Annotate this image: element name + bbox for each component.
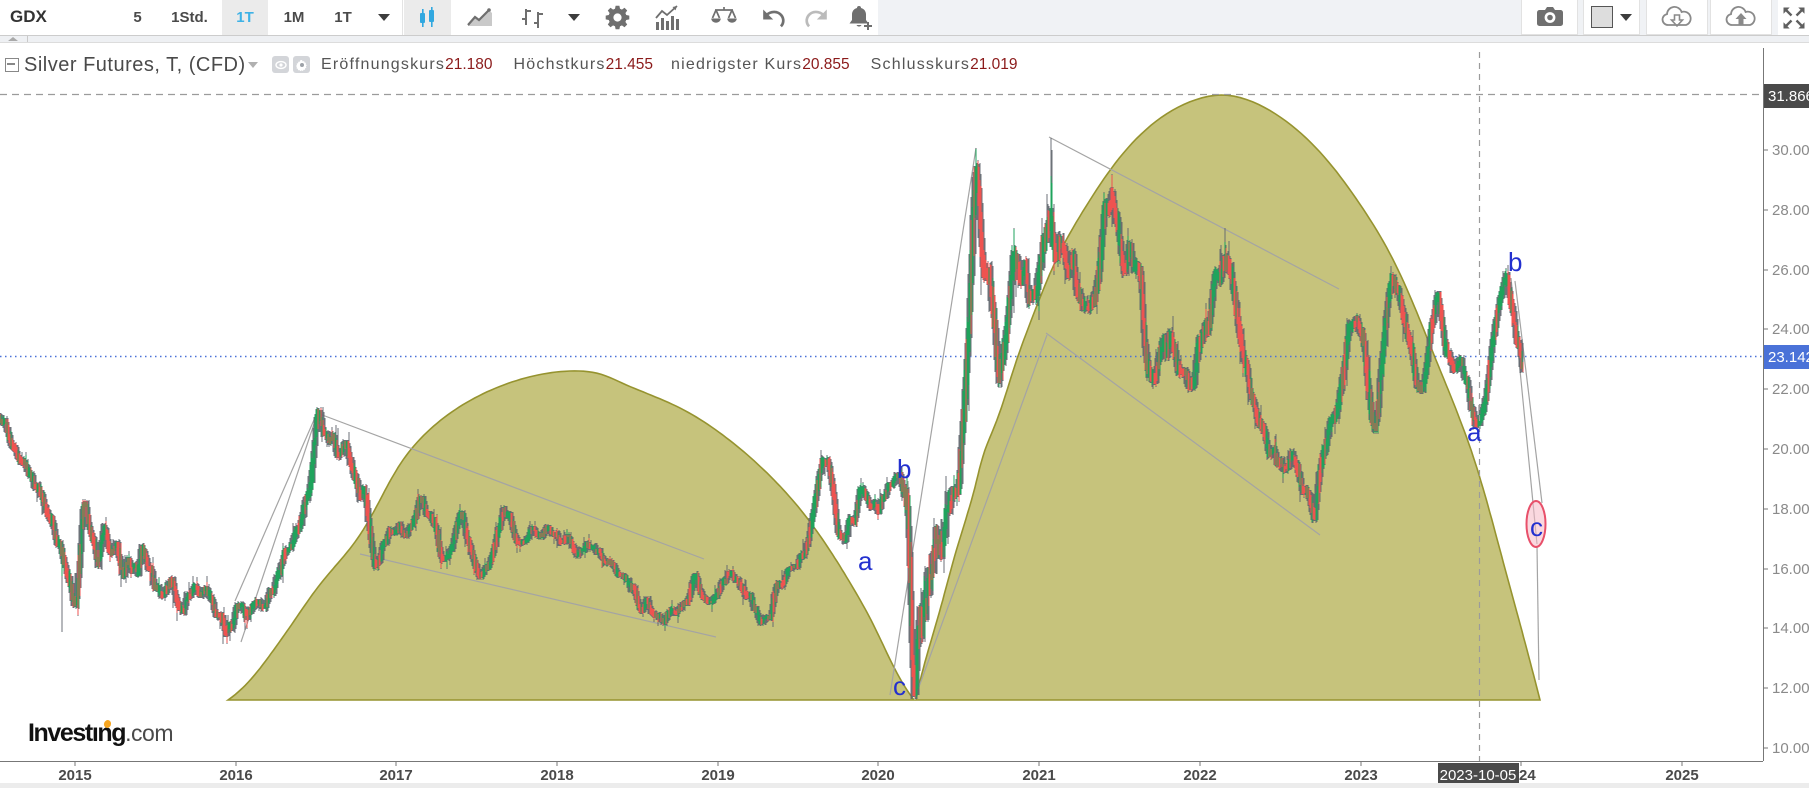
svg-text:2023-10-05: 2023-10-05 <box>1440 767 1517 784</box>
svg-text:16.000: 16.000 <box>1772 561 1809 578</box>
svg-text:2021: 2021 <box>1022 767 1055 784</box>
svg-text:2023: 2023 <box>1344 767 1377 784</box>
svg-text:14.000: 14.000 <box>1772 620 1809 637</box>
svg-text:2016: 2016 <box>219 767 252 784</box>
svg-text:23.142: 23.142 <box>1768 349 1809 366</box>
svg-text:28.000: 28.000 <box>1772 202 1809 219</box>
svg-text:2015: 2015 <box>58 767 91 784</box>
svg-text:2022: 2022 <box>1183 767 1216 784</box>
svg-text:2017: 2017 <box>379 767 412 784</box>
svg-text:12.000: 12.000 <box>1772 680 1809 697</box>
svg-text:a: a <box>1467 417 1482 447</box>
svg-text:10.000: 10.000 <box>1772 740 1809 757</box>
svg-text:b: b <box>1508 247 1522 277</box>
svg-text:2019: 2019 <box>701 767 734 784</box>
svg-text:2018: 2018 <box>540 767 573 784</box>
svg-text:22.000: 22.000 <box>1772 381 1809 398</box>
svg-text:18.000: 18.000 <box>1772 501 1809 518</box>
svg-text:26.000: 26.000 <box>1772 262 1809 279</box>
svg-text:2020: 2020 <box>861 767 894 784</box>
svg-text:a: a <box>858 546 873 576</box>
svg-text:24.000: 24.000 <box>1772 321 1809 338</box>
svg-text:30.000: 30.000 <box>1772 142 1809 159</box>
svg-text:c: c <box>1530 512 1543 542</box>
svg-text:20.000: 20.000 <box>1772 441 1809 458</box>
svg-text:b: b <box>897 454 911 484</box>
svg-text:31.866: 31.866 <box>1768 88 1809 105</box>
svg-text:c: c <box>893 671 906 701</box>
svg-text:2025: 2025 <box>1665 767 1698 784</box>
